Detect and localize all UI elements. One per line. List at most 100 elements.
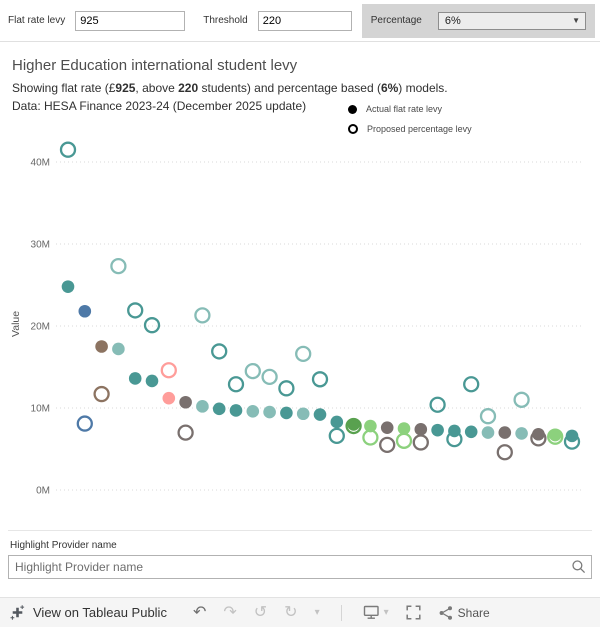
highlight-provider-input[interactable] bbox=[8, 555, 592, 579]
mark-proposed-percentage-levy[interactable] bbox=[513, 391, 530, 408]
mark-proposed-percentage-levy[interactable] bbox=[345, 417, 362, 435]
mark-actual-flat-rate-levy[interactable] bbox=[128, 372, 142, 385]
mark-actual-flat-rate-levy[interactable] bbox=[162, 391, 176, 405]
mark-actual-flat-rate-levy[interactable] bbox=[397, 422, 411, 435]
mark-actual-flat-rate-levy[interactable] bbox=[246, 404, 260, 418]
mark-proposed-percentage-levy[interactable] bbox=[530, 430, 547, 447]
mark-proposed-percentage-levy[interactable] bbox=[563, 433, 581, 450]
search-icon[interactable] bbox=[571, 559, 587, 575]
mark-actual-flat-rate-levy[interactable] bbox=[330, 415, 344, 429]
mark-actual-flat-rate-levy[interactable] bbox=[212, 402, 226, 416]
mark-proposed-percentage-levy[interactable] bbox=[429, 396, 446, 413]
highlight-input-wrap bbox=[8, 555, 592, 579]
mark-proposed-percentage-levy[interactable] bbox=[278, 380, 295, 397]
percentage-dropdown[interactable]: 6% ▼ bbox=[437, 11, 586, 30]
toolbar-separator bbox=[340, 604, 342, 621]
mark-actual-flat-rate-levy[interactable] bbox=[431, 423, 444, 437]
mark-actual-flat-rate-levy[interactable] bbox=[313, 408, 327, 421]
tableau-logo-icon[interactable] bbox=[10, 605, 25, 620]
mark-proposed-percentage-levy[interactable] bbox=[211, 343, 228, 360]
mark-proposed-percentage-levy[interactable] bbox=[295, 345, 312, 363]
mark-actual-flat-rate-levy[interactable] bbox=[448, 424, 461, 438]
undo-icon[interactable]: ↶ bbox=[192, 603, 207, 621]
highlight-section: Highlight Provider name bbox=[8, 530, 592, 579]
mark-proposed-percentage-levy[interactable] bbox=[547, 428, 564, 445]
fullscreen-button[interactable] bbox=[406, 605, 421, 620]
scatter-chart: Value 0M 10M 20M 30M 40M bbox=[0, 138, 600, 510]
mark-actual-flat-rate-levy[interactable] bbox=[112, 342, 125, 356]
mark-actual-flat-rate-levy[interactable] bbox=[380, 421, 394, 434]
legend: Actual flat rate levy Proposed percentag… bbox=[348, 104, 472, 144]
mark-actual-flat-rate-levy[interactable] bbox=[481, 426, 495, 439]
mark-proposed-percentage-levy[interactable] bbox=[244, 362, 261, 380]
mark-actual-flat-rate-levy[interactable] bbox=[464, 425, 478, 439]
mark-actual-flat-rate-levy[interactable] bbox=[145, 374, 159, 388]
mark-proposed-percentage-levy[interactable] bbox=[127, 302, 144, 319]
mark-proposed-percentage-levy[interactable] bbox=[93, 385, 110, 403]
mark-actual-flat-rate-levy[interactable] bbox=[548, 428, 562, 442]
y-axis-title: Value bbox=[10, 310, 22, 338]
chevron-down-icon: ▼ bbox=[572, 15, 580, 25]
mark-proposed-percentage-levy[interactable] bbox=[261, 368, 278, 385]
mark-proposed-percentage-levy[interactable] bbox=[177, 424, 194, 441]
toolbar-icons: ↶ ↷ ↺ ↻ ▾ ▾ bbox=[192, 603, 490, 621]
mark-actual-flat-rate-levy[interactable] bbox=[565, 429, 579, 443]
mark-proposed-percentage-levy[interactable] bbox=[311, 371, 329, 388]
legend-label-proposed: Proposed percentage levy bbox=[367, 124, 472, 134]
mark-actual-flat-rate-levy[interactable] bbox=[229, 404, 243, 417]
mark-actual-flat-rate-levy[interactable] bbox=[296, 407, 310, 421]
mark-proposed-percentage-levy[interactable] bbox=[76, 415, 93, 432]
mark-actual-flat-rate-levy[interactable] bbox=[347, 418, 360, 431]
threshold-label: Threshold bbox=[203, 15, 248, 26]
mark-actual-flat-rate-levy[interactable] bbox=[196, 400, 209, 413]
reset-icon[interactable]: ↺ bbox=[253, 603, 268, 621]
scatter-plot-area[interactable]: 0M 10M 20M 30M 40M bbox=[26, 138, 586, 510]
y-tick-label: 40M bbox=[31, 158, 50, 169]
filled-circle-icon bbox=[348, 104, 357, 114]
mark-actual-flat-rate-levy[interactable] bbox=[179, 395, 192, 409]
legend-label-actual: Actual flat rate levy bbox=[366, 104, 443, 114]
redo-icon[interactable]: ↷ bbox=[223, 603, 237, 621]
share-button[interactable]: Share bbox=[438, 605, 490, 621]
mark-proposed-percentage-levy[interactable] bbox=[446, 431, 463, 448]
y-tick-label: 10M bbox=[31, 404, 50, 415]
mark-actual-flat-rate-levy[interactable] bbox=[78, 304, 92, 318]
mark-actual-flat-rate-levy[interactable] bbox=[263, 405, 276, 419]
view-on-tableau-link[interactable]: View on Tableau Public bbox=[33, 605, 167, 620]
mark-proposed-percentage-levy[interactable] bbox=[463, 376, 480, 393]
legend-item-proposed[interactable]: Proposed percentage levy bbox=[348, 124, 472, 134]
threshold-input[interactable] bbox=[257, 10, 352, 31]
mark-actual-flat-rate-levy[interactable] bbox=[498, 426, 512, 439]
open-circle-icon bbox=[348, 124, 358, 134]
mark-proposed-percentage-levy[interactable] bbox=[227, 376, 245, 393]
toolbar-chevron-down-icon[interactable]: ▾ bbox=[314, 606, 320, 618]
mark-proposed-percentage-levy[interactable] bbox=[395, 432, 413, 449]
mark-proposed-percentage-levy[interactable] bbox=[362, 429, 379, 446]
mark-proposed-percentage-levy[interactable] bbox=[328, 427, 345, 445]
highlight-label: Highlight Provider name bbox=[10, 540, 117, 551]
mark-actual-flat-rate-levy[interactable] bbox=[95, 340, 108, 353]
percentage-selected-value: 6% bbox=[444, 14, 461, 27]
mark-proposed-percentage-levy[interactable] bbox=[496, 444, 513, 461]
mark-proposed-percentage-levy[interactable] bbox=[143, 317, 161, 334]
mark-proposed-percentage-levy[interactable] bbox=[412, 434, 429, 451]
y-tick-label: 0M bbox=[36, 486, 50, 497]
mark-actual-flat-rate-levy[interactable] bbox=[414, 423, 428, 436]
mark-proposed-percentage-levy[interactable] bbox=[479, 408, 497, 425]
mark-proposed-percentage-levy[interactable] bbox=[59, 141, 77, 158]
mark-proposed-percentage-levy[interactable] bbox=[160, 362, 177, 379]
mark-actual-flat-rate-levy[interactable] bbox=[61, 280, 75, 293]
download-chevron-icon: ▾ bbox=[383, 606, 389, 618]
flat-rate-levy-input[interactable] bbox=[75, 10, 186, 31]
param-threshold: Threshold bbox=[203, 10, 352, 31]
refresh-icon[interactable]: ↻ bbox=[284, 603, 298, 621]
mark-actual-flat-rate-levy[interactable] bbox=[364, 419, 377, 433]
mark-proposed-percentage-levy[interactable] bbox=[110, 257, 127, 275]
download-button[interactable]: ▾ bbox=[363, 605, 389, 620]
mark-actual-flat-rate-levy[interactable] bbox=[515, 427, 528, 440]
mark-proposed-percentage-levy[interactable] bbox=[379, 436, 396, 454]
mark-actual-flat-rate-levy[interactable] bbox=[280, 406, 293, 420]
legend-item-actual[interactable]: Actual flat rate levy bbox=[348, 104, 472, 114]
mark-proposed-percentage-levy[interactable] bbox=[194, 307, 211, 324]
